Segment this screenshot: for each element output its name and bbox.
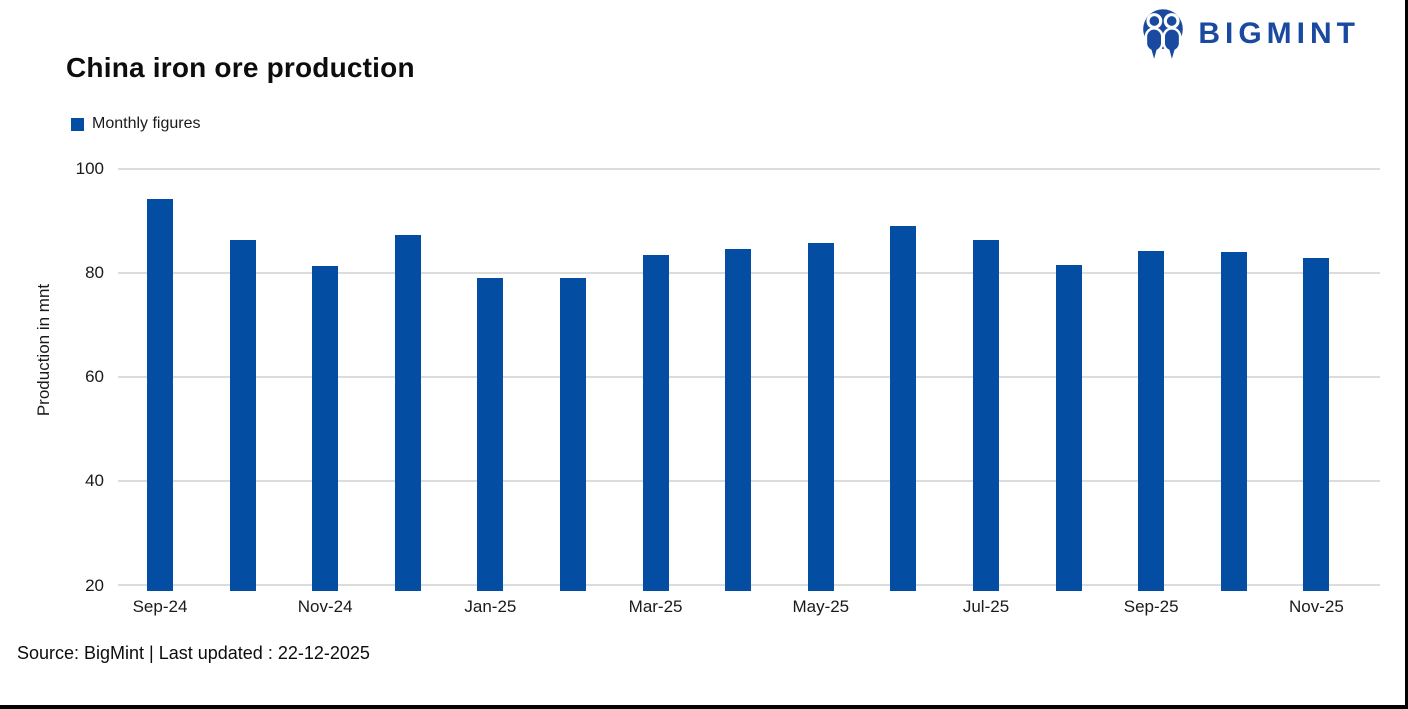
x-tick-label: Mar-25 <box>628 597 683 616</box>
chart-title: China iron ore production <box>66 52 415 83</box>
bar <box>560 277 586 591</box>
bar <box>890 225 917 591</box>
source-note: Source: BigMint | Last updated : 22-12-2… <box>17 643 370 663</box>
bar <box>1220 251 1247 591</box>
bar <box>973 239 999 591</box>
x-tick-label: Jul-25 <box>962 597 1010 616</box>
bar <box>807 242 834 591</box>
legend-label: Monthly figures <box>92 115 201 132</box>
bar <box>394 235 421 591</box>
bar <box>642 254 669 591</box>
x-tick-label: Sep-24 <box>132 597 188 616</box>
x-tick-label: Nov-24 <box>297 597 353 616</box>
x-tick-label: Jan-25 <box>464 597 517 616</box>
bar <box>1138 250 1165 591</box>
legend-swatch-icon <box>71 117 84 131</box>
bar <box>1055 265 1082 591</box>
bigmint-logo-icon <box>1143 9 1184 59</box>
y-tick-label: 40 <box>85 471 104 491</box>
y-axis-title: Production in mnt <box>34 283 53 417</box>
y-tick-label: 100 <box>75 159 104 178</box>
bar <box>312 266 339 591</box>
x-tick-label: Sep-25 <box>1123 597 1179 616</box>
y-tick-label: 80 <box>85 263 104 283</box>
x-tick-label: May-25 <box>792 597 850 616</box>
y-tick-label: 60 <box>85 367 104 387</box>
bar <box>229 239 256 591</box>
bar <box>477 277 504 591</box>
bar <box>725 248 752 591</box>
bigmint-logo: BIGMINT <box>1138 8 1360 60</box>
gridline <box>118 167 1380 170</box>
chart-legend: Monthly figures <box>71 115 201 133</box>
bar <box>1303 258 1330 591</box>
bigmint-logo-text: BIGMINT <box>1198 17 1360 50</box>
x-tick-label: Nov-25 <box>1288 597 1344 616</box>
bar <box>147 199 173 591</box>
y-tick-label: 20 <box>85 575 104 595</box>
